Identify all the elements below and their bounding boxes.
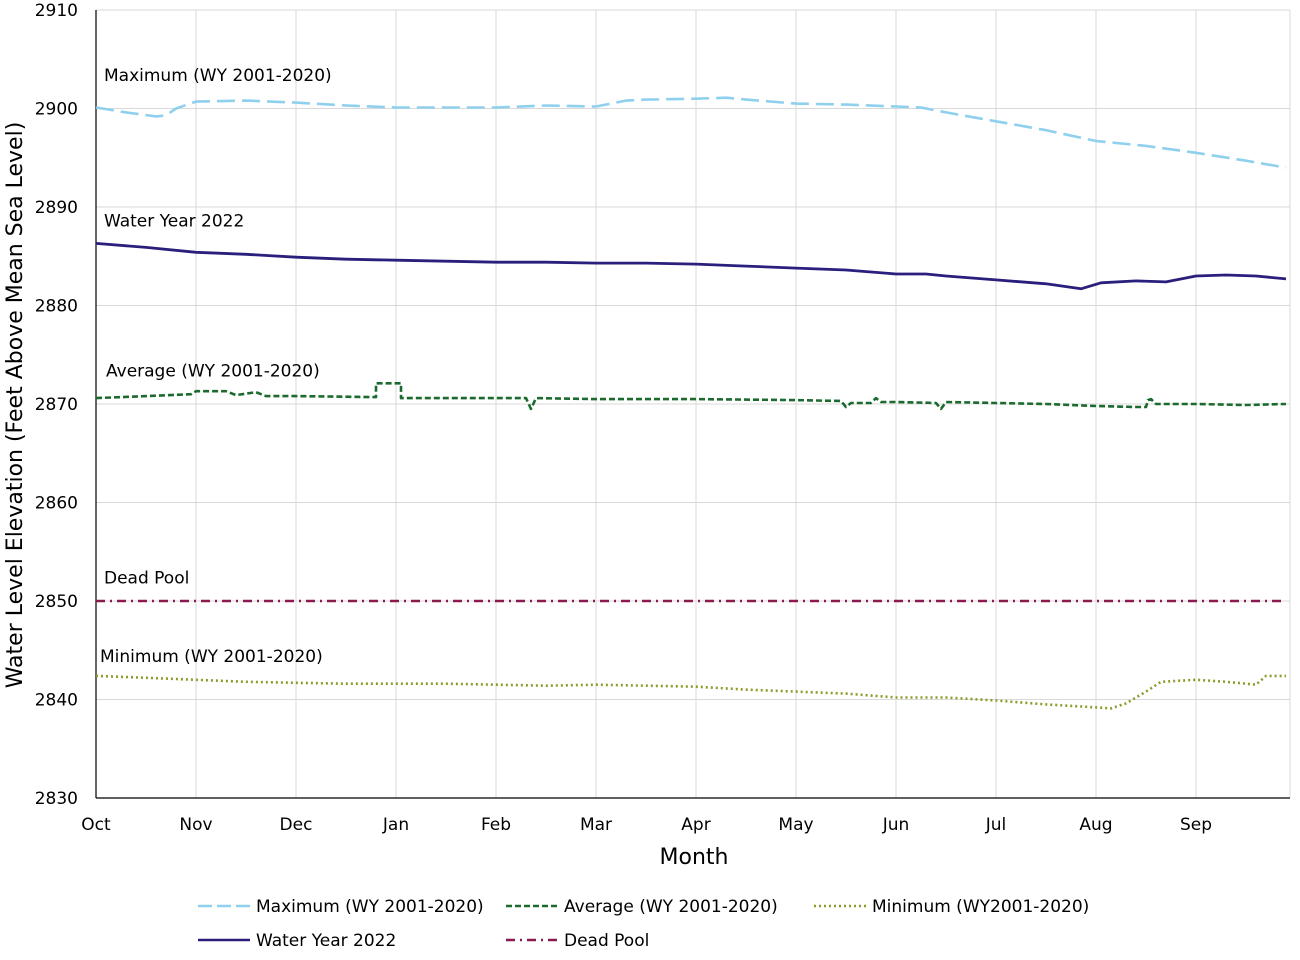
series-line [95,96,1287,169]
x-tick-label: Jul [985,815,1007,835]
y-tick-label: 2870 [35,395,78,415]
series-labels: Maximum (WY 2001-2020) Water Year 2022 Ave… [100,66,332,667]
series-lines [95,96,1287,710]
x-tick-labels: Oct Nov Dec Jan Feb Mar Apr May Jun Jul Aug Sep [81,815,1212,835]
legend-label: Maximum (WY 2001-2020) [256,897,484,917]
series-line [95,674,1286,710]
series-label: Minimum (WY 2001-2020) [100,647,323,667]
y-tick-label: 2890 [35,198,78,218]
series-label: Dead Pool [104,568,189,588]
x-tick-label: Jan [382,815,409,835]
x-tick-label: Jun [882,815,910,835]
legend-label: Minimum (WY2001-2020) [872,897,1089,917]
x-tick-label: Dec [280,815,313,835]
series-label: Average (WY 2001-2020) [106,361,320,381]
y-tick-label: 2900 [35,100,78,120]
y-tick-label: 2860 [35,494,78,514]
axes [95,10,1290,799]
y-tick-label: 2850 [35,592,78,612]
series-label: Maximum (WY 2001-2020) [104,66,332,86]
x-tick-label: Feb [481,815,511,835]
legend-label: Dead Pool [564,931,649,951]
x-tick-label: Apr [681,815,710,835]
legend-label: Water Year 2022 [256,931,396,951]
x-axis-title: Month [660,845,729,870]
series-line [95,382,1287,411]
series-label: Water Year 2022 [104,212,244,232]
y-tick-label: 2830 [35,789,78,809]
y-tick-label: 2840 [35,691,78,711]
y-tick-label: 2880 [35,297,78,317]
gridlines [96,9,1291,798]
y-tick-labels: 2830 2840 2850 2860 2870 2880 2890 2900 2910 [35,1,78,809]
x-tick-label: Oct [81,815,111,835]
x-tick-label: Aug [1079,815,1112,835]
x-tick-label: Nov [179,815,212,835]
x-tick-label: Sep [1180,815,1212,835]
series-line [95,242,1287,291]
x-tick-label: Mar [580,815,612,835]
legend-label: Average (WY 2001-2020) [564,897,778,917]
legend: Maximum (WY 2001-2020) Average (WY 2001-2… [198,897,1089,951]
y-tick-label: 2910 [35,1,78,21]
x-tick-label: May [778,815,813,835]
y-axis-title: Water Level Elevation (Feet Above Mean S… [3,122,28,689]
